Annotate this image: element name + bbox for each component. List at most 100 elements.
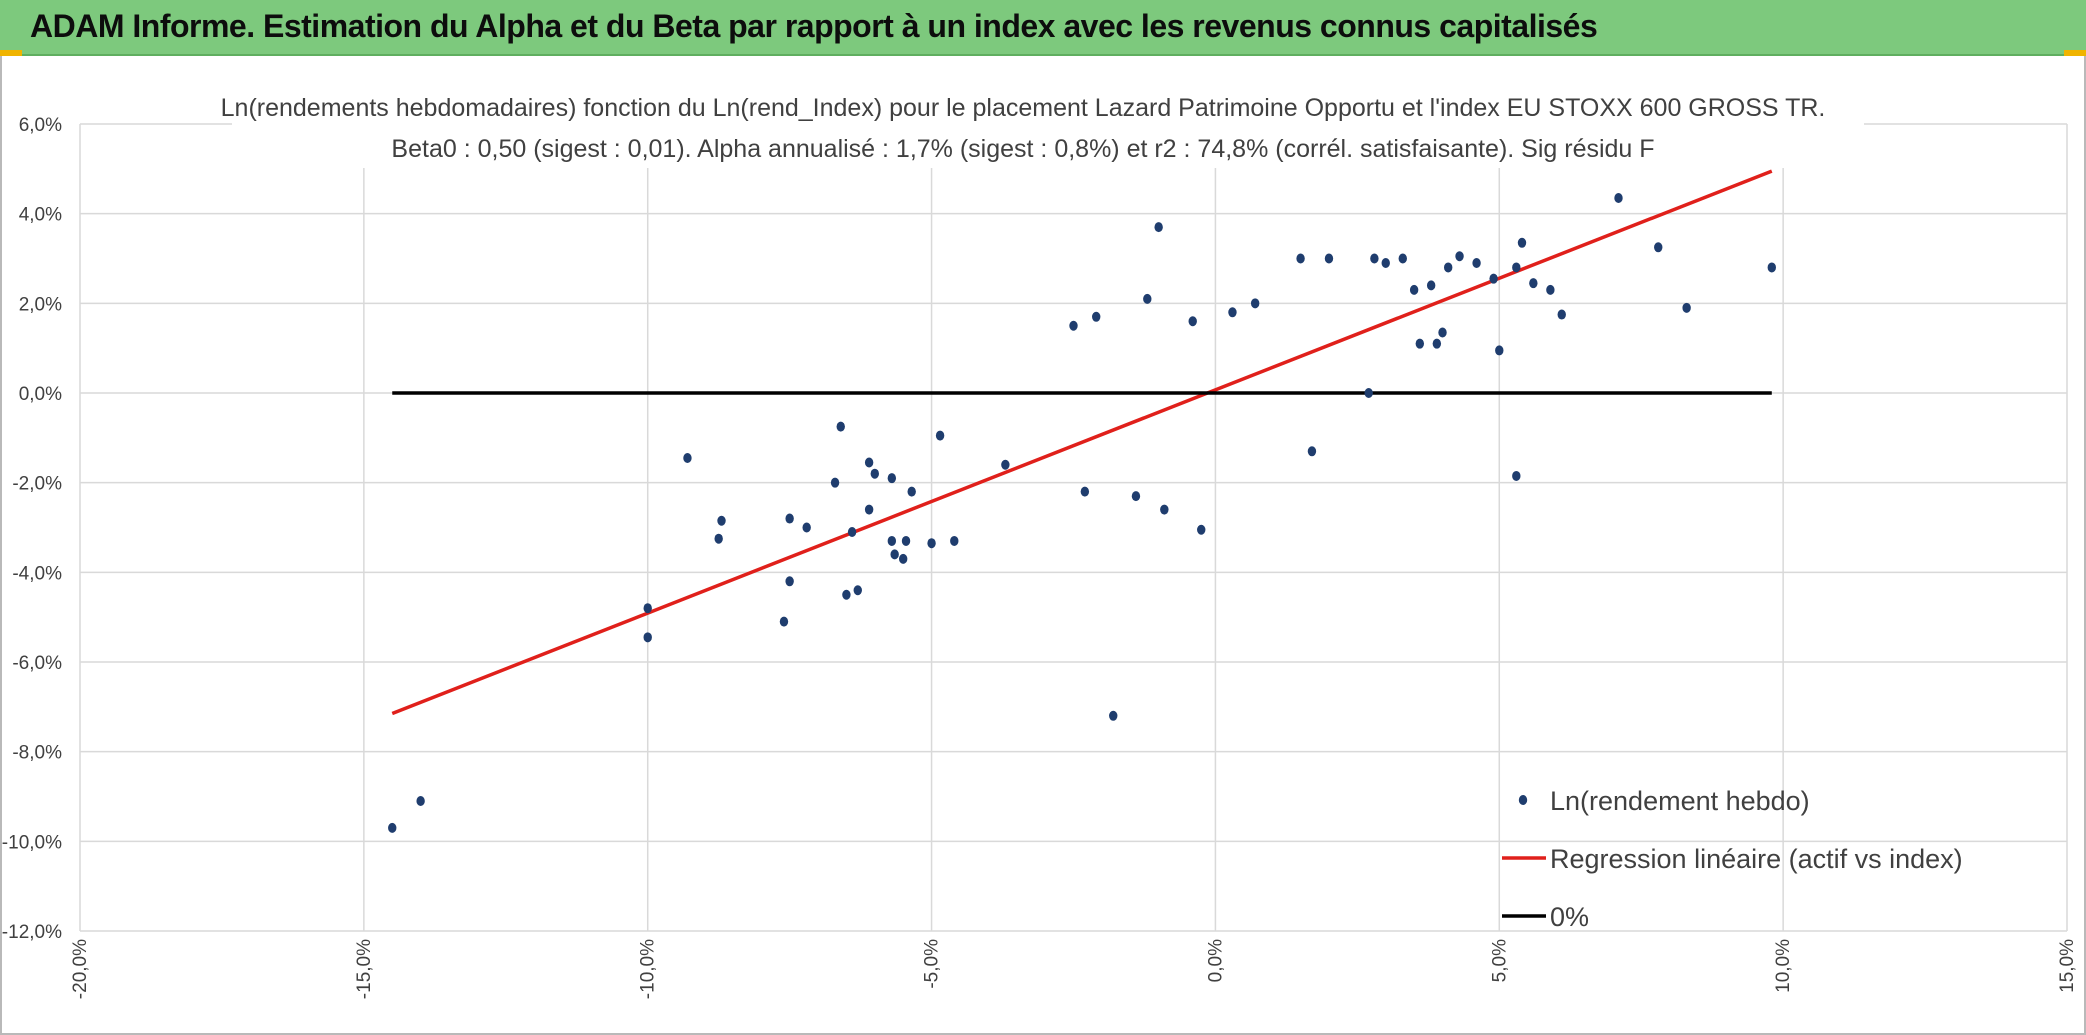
y-tick-label: -6,0% <box>12 653 62 674</box>
y-tick-label: -2,0% <box>12 474 62 495</box>
data-point <box>887 535 897 546</box>
x-tick-label: -10,0% <box>638 939 659 999</box>
y-tick-label: -12,0% <box>2 922 62 943</box>
legend-point-marker <box>1518 795 1528 805</box>
data-point <box>1188 316 1197 327</box>
y-tick-label: 4,0% <box>19 205 62 226</box>
data-point <box>1546 284 1555 295</box>
title-background <box>232 88 1864 168</box>
data-point <box>1370 253 1379 264</box>
y-tick-label: 2,0% <box>19 294 62 315</box>
data-point <box>935 430 945 441</box>
x-tick-label: -5,0% <box>922 939 943 989</box>
report-title: ADAM Informe. Estimation du Alpha et du … <box>30 8 1598 44</box>
legend-label: Regression linéaire (actif vs index) <box>1550 844 1963 874</box>
banner-corner-right <box>2064 50 2086 56</box>
data-point <box>1228 307 1237 318</box>
y-tick-label: -10,0% <box>2 832 62 853</box>
data-point <box>1092 311 1101 322</box>
chart-title: Ln(rendements hebdomadaires) fonction du… <box>221 94 1826 122</box>
data-point <box>1472 257 1481 268</box>
chart-subtitle: Beta0 : 0,50 (sigest : 0,01). Alpha annu… <box>391 135 1654 163</box>
x-tick-label: 15,0% <box>2057 939 2078 993</box>
data-point <box>643 603 652 614</box>
data-point <box>1512 262 1521 273</box>
data-point <box>1131 491 1141 502</box>
y-tick-label: 6,0% <box>19 115 62 136</box>
data-point <box>1409 284 1419 295</box>
data-point <box>1495 345 1504 356</box>
data-point <box>643 632 652 643</box>
data-point <box>864 457 874 468</box>
data-point <box>1489 273 1498 284</box>
y-tick-label: -4,0% <box>12 563 62 584</box>
data-point <box>927 538 936 549</box>
data-point <box>1443 262 1453 273</box>
y-tick-label: 0,0% <box>19 384 62 405</box>
data-point <box>950 535 959 546</box>
x-axis-ticks: -20,0% -15,0% -10,0% -5,0% 0,0% 5,0% 10,0% 15,0… <box>70 939 2078 999</box>
data-point <box>1682 302 1691 313</box>
data-point <box>898 553 908 564</box>
data-point <box>864 504 874 515</box>
data-point <box>1529 278 1538 289</box>
scatter-points <box>388 192 1776 833</box>
chart-frame <box>0 56 2086 1035</box>
data-point <box>836 421 845 432</box>
data-point <box>1154 222 1163 233</box>
y-axis-ticks: 6,0% 4,0% 2,0% 0,0% -2,0% -4,0% -6,0% -8,0% -10,… <box>2 115 62 943</box>
data-point <box>1654 242 1663 253</box>
data-point <box>785 513 794 524</box>
data-point <box>847 526 857 537</box>
data-point <box>802 522 811 533</box>
data-point <box>1364 388 1373 398</box>
data-point <box>1160 504 1169 515</box>
data-point <box>1080 486 1090 497</box>
data-point <box>1432 338 1442 349</box>
data-point <box>416 795 425 806</box>
data-point <box>830 477 840 488</box>
data-point <box>1517 237 1527 248</box>
data-point <box>1069 320 1078 331</box>
series-lines <box>391 169 1773 716</box>
data-point <box>1307 446 1317 457</box>
data-point <box>1415 338 1425 349</box>
data-point <box>1512 470 1521 481</box>
data-point <box>1614 192 1623 203</box>
data-point <box>907 486 916 497</box>
x-tick-label: -15,0% <box>354 939 375 999</box>
data-point <box>1143 293 1152 304</box>
data-point <box>1250 298 1260 309</box>
x-tick-label: 0,0% <box>1205 939 1226 982</box>
data-point <box>717 515 726 526</box>
data-point <box>890 549 899 560</box>
data-point <box>1426 280 1436 291</box>
x-tick-label: 5,0% <box>1489 939 1510 982</box>
data-point <box>1324 253 1334 264</box>
chart-title-group: Ln(rendements hebdomadaires) fonction du… <box>221 88 1864 168</box>
data-point <box>1455 251 1464 262</box>
data-point <box>842 589 851 600</box>
data-point <box>785 576 794 587</box>
x-tick-label: -20,0% <box>70 939 91 999</box>
data-point <box>1001 459 1010 470</box>
report-banner: ADAM Informe. Estimation du Alpha et du … <box>0 0 2086 56</box>
data-point <box>901 535 911 546</box>
data-point <box>1438 327 1447 338</box>
data-point <box>779 616 789 627</box>
regression-line <box>391 169 1773 716</box>
data-point <box>683 453 692 464</box>
data-point <box>388 822 397 833</box>
data-point <box>1767 262 1776 273</box>
data-point <box>870 468 879 479</box>
legend-label: Ln(rendement hebdo) <box>1550 786 1810 816</box>
legend: Ln(rendement hebdo) Regression linéaire (… <box>1502 786 1963 932</box>
data-point <box>1398 253 1407 264</box>
data-point <box>1557 309 1566 320</box>
x-tick-label: 10,0% <box>1773 939 1794 993</box>
data-point <box>1296 253 1305 264</box>
data-point <box>887 473 897 484</box>
data-point <box>853 585 862 596</box>
data-point <box>714 533 723 544</box>
